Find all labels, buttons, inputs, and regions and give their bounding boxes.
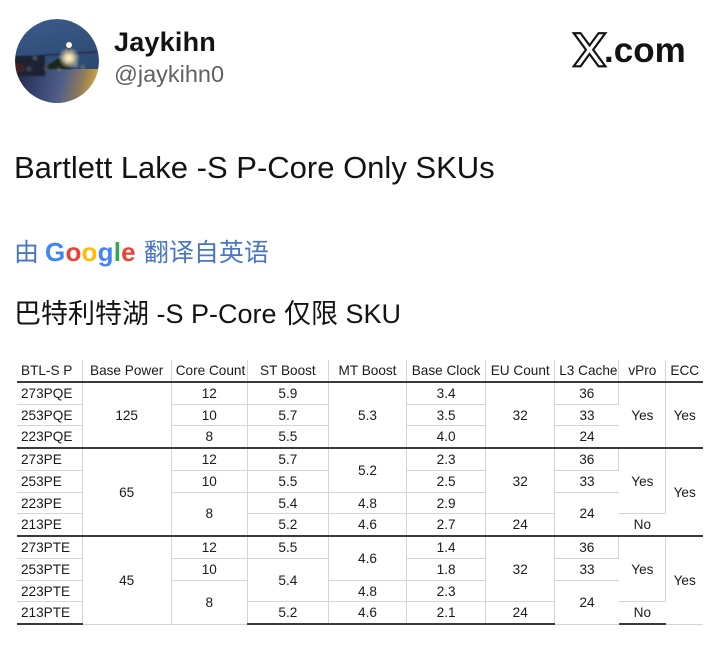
svg-text:.com: .com xyxy=(604,31,686,70)
